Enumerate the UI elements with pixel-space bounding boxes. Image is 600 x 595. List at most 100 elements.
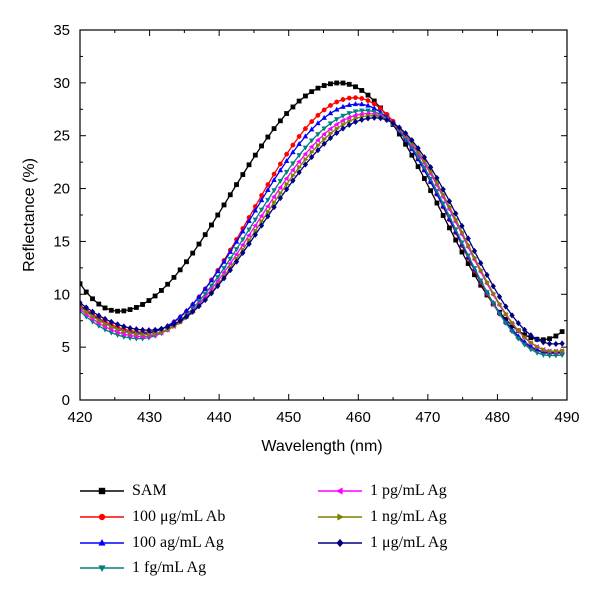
series-point	[271, 188, 277, 194]
series-point	[478, 259, 484, 267]
series-point	[296, 98, 302, 104]
series-point	[214, 278, 220, 284]
series-point	[290, 142, 296, 148]
series-point	[521, 342, 528, 348]
series-point	[146, 298, 152, 303]
series-point	[283, 186, 290, 193]
series-point	[315, 120, 321, 126]
series-point	[321, 114, 327, 120]
series-point	[315, 146, 321, 154]
series-6	[80, 114, 565, 348]
series-point	[240, 172, 246, 178]
series-point	[471, 266, 478, 272]
y-tick-label: 25	[53, 128, 70, 145]
series-point	[440, 186, 446, 193]
series-point	[321, 83, 327, 88]
series-point	[303, 93, 308, 99]
series-point	[83, 304, 89, 311]
legend-marker	[98, 565, 106, 573]
series-point	[271, 203, 277, 211]
series-point	[246, 232, 252, 239]
series-point	[277, 178, 284, 185]
series-point	[209, 222, 214, 228]
y-tick-label: 15	[53, 233, 70, 250]
series-point	[233, 251, 239, 258]
legend-label-1ng-ag: 1 ng/mL Ag	[370, 508, 447, 525]
series-point	[352, 112, 358, 119]
axes-layer: 420 430 440 450 460 470 480 490 0 5 10 15 20 25 30 35	[53, 22, 579, 426]
series-point	[346, 114, 352, 121]
series-line-6	[80, 117, 563, 345]
series-point	[171, 321, 177, 328]
series-point	[327, 121, 334, 127]
series-point	[259, 143, 264, 149]
series-point	[553, 353, 559, 359]
x-tick-label: 490	[554, 409, 579, 426]
series-point	[234, 182, 239, 188]
series-point	[296, 158, 302, 165]
series-point	[214, 275, 221, 281]
series-point	[303, 126, 308, 132]
series-point	[290, 172, 296, 179]
series-point	[258, 197, 265, 203]
legend-marker	[336, 538, 344, 548]
series-point	[315, 112, 321, 118]
series-point	[484, 271, 490, 279]
series-point	[509, 312, 515, 319]
series-point	[258, 222, 265, 229]
series-point	[284, 181, 290, 188]
series-point	[321, 131, 327, 137]
series-point	[352, 109, 359, 115]
series-point	[535, 344, 541, 350]
legend-swatch-1fg-ag	[80, 565, 124, 573]
series-point	[315, 132, 321, 138]
x-axis-label: Wavelength (nm)	[261, 438, 382, 455]
series-point	[503, 311, 509, 317]
series-point	[296, 169, 302, 176]
series-point	[453, 216, 459, 223]
series-point	[252, 152, 258, 158]
series-point	[177, 267, 183, 273]
series-point	[296, 153, 302, 159]
series-point	[459, 222, 465, 230]
series-point	[365, 108, 371, 114]
series-point	[227, 248, 234, 254]
series-point	[346, 121, 352, 128]
series-point	[485, 279, 491, 285]
series-point	[277, 167, 284, 173]
series-point	[559, 329, 565, 335]
series-point	[290, 149, 296, 155]
series-point	[328, 130, 334, 137]
series-point	[233, 247, 240, 253]
series-point	[227, 256, 234, 262]
y-tick-label: 5	[62, 339, 70, 356]
x-tick-label: 460	[346, 409, 371, 426]
series-point	[333, 106, 340, 112]
x-tick-label: 480	[485, 409, 510, 426]
legend-label-1ug-ag: 1 μg/mL Ag	[370, 534, 448, 551]
legend-swatch-1ug-ag	[318, 538, 362, 548]
series-point	[546, 340, 553, 347]
series-point	[158, 325, 165, 332]
series-point	[272, 199, 278, 206]
series-point	[308, 153, 315, 161]
series-point	[434, 188, 440, 195]
legend-item-1ng-ag: 1 ng/mL Ag	[316, 506, 447, 528]
series-point	[128, 330, 134, 336]
series-point	[365, 98, 371, 103]
series-point	[309, 89, 315, 95]
series-point	[140, 331, 146, 338]
series-point	[334, 99, 340, 105]
series-point	[246, 162, 252, 168]
series-point	[346, 81, 352, 87]
series-point	[96, 317, 102, 324]
series-point	[258, 207, 265, 213]
series-point	[108, 318, 114, 326]
legend-item-100ag-ag: 100 ag/mL Ag	[78, 532, 224, 554]
series-point	[80, 299, 83, 306]
series-point	[202, 232, 208, 238]
legend-marker	[98, 513, 106, 521]
series-point	[340, 80, 346, 86]
series-point	[215, 212, 221, 218]
